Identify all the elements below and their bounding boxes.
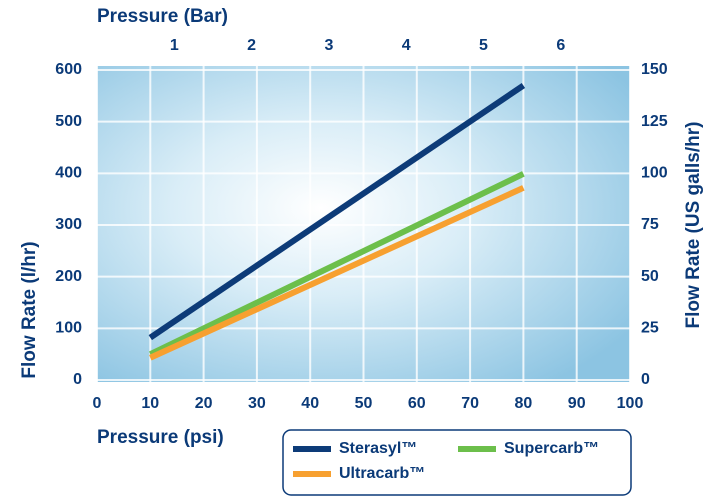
y2-tick-label: 0 bbox=[641, 371, 650, 388]
y2-tick-label: 125 bbox=[641, 113, 668, 130]
y2-tick-label: 150 bbox=[641, 61, 668, 78]
x2-tick-label: 6 bbox=[556, 37, 565, 54]
x-tick-label: 70 bbox=[461, 395, 479, 412]
x2-tick-label: 4 bbox=[402, 37, 411, 54]
legend-box bbox=[282, 429, 632, 496]
x-tick-label: 20 bbox=[195, 395, 213, 412]
x2-tick-label: 2 bbox=[247, 37, 256, 54]
x-tick-label: 90 bbox=[568, 395, 586, 412]
legend-label: Sterasyl™ bbox=[339, 440, 417, 457]
y-tick-label: 100 bbox=[55, 320, 82, 337]
y-tick-label: 500 bbox=[55, 113, 82, 130]
y2-axis-label: Flow Rate (US galls/hr) bbox=[683, 122, 704, 329]
x2-tick-label: 1 bbox=[170, 37, 179, 54]
x-tick-label: 50 bbox=[355, 395, 373, 412]
x-axis-label: Pressure (psi) bbox=[97, 427, 224, 448]
y-tick-label: 600 bbox=[55, 61, 82, 78]
x-tick-label: 100 bbox=[617, 395, 644, 412]
series-line bbox=[149, 185, 525, 361]
series-line bbox=[148, 171, 525, 357]
y-tick-label: 300 bbox=[55, 216, 82, 233]
y2-tick-label: 75 bbox=[641, 216, 659, 233]
x2-axis-label: Pressure (Bar) bbox=[97, 6, 228, 27]
x-tick-label: 30 bbox=[248, 395, 266, 412]
x-tick-label: 80 bbox=[515, 395, 533, 412]
y-axis-label: Flow Rate (l/hr) bbox=[19, 241, 40, 378]
y2-tick-label: 100 bbox=[641, 165, 668, 182]
legend-label: Supercarb™ bbox=[504, 440, 599, 457]
x2-tick-label: 5 bbox=[479, 37, 488, 54]
legend-label: Ultracarb™ bbox=[339, 465, 425, 482]
x2-tick-label: 3 bbox=[324, 37, 333, 54]
series-line bbox=[148, 83, 526, 341]
y2-tick-label: 25 bbox=[641, 320, 659, 337]
x-tick-label: 60 bbox=[408, 395, 426, 412]
x-tick-label: 40 bbox=[301, 395, 319, 412]
y2-tick-label: 50 bbox=[641, 268, 659, 285]
y-tick-label: 200 bbox=[55, 268, 82, 285]
y-tick-label: 0 bbox=[73, 371, 82, 388]
x-tick-label: 10 bbox=[141, 395, 159, 412]
x-tick-label: 0 bbox=[93, 395, 102, 412]
y-tick-label: 400 bbox=[55, 165, 82, 182]
